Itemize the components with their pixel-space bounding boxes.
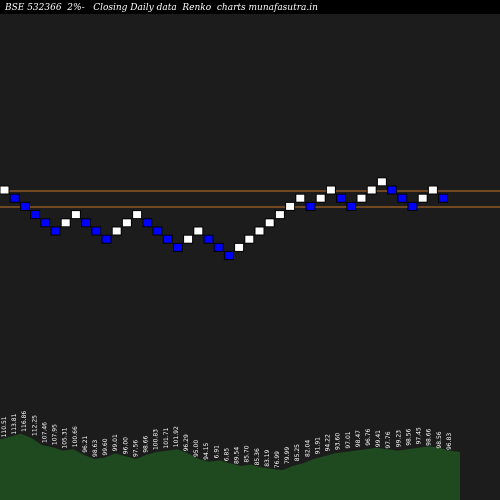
renko-brick-up: [121, 218, 132, 228]
volume-label: 99.01: [112, 434, 119, 451]
renko-brick-down: [50, 226, 61, 236]
volume-label: 98.56: [436, 431, 443, 448]
renko-brick-up: [427, 185, 438, 195]
volume-label: 100.83: [153, 429, 160, 450]
volume-labels: 110.51 113.81 116.86 112.25 107.46 107.95 105.…: [1, 411, 453, 469]
volume-area-fill: [0, 433, 460, 500]
volume-label: 94.15: [203, 442, 210, 459]
volume-label: 101.92: [173, 426, 180, 447]
volume-label: 100.66: [72, 426, 79, 447]
volume-label: 98.47: [355, 430, 362, 447]
plot-background: [0, 14, 500, 500]
volume-label: 85.36: [254, 448, 261, 465]
renko-brick-down: [101, 234, 112, 244]
volume-label: 101.71: [163, 427, 170, 448]
renko-brick-up: [234, 242, 245, 252]
renko-brick-down: [213, 242, 224, 252]
renko-brick-down: [19, 201, 30, 211]
renko-brick-down: [81, 218, 92, 228]
volume-label: 89.54: [234, 447, 241, 464]
volume-label: 99.41: [375, 430, 382, 447]
volume-label: 93.60: [335, 433, 342, 450]
volume-label: 97.76: [385, 431, 392, 448]
renko-brick-down: [407, 201, 418, 211]
renko-brick-up: [315, 193, 326, 203]
renko-brick-down: [172, 242, 183, 252]
renko-brick-down: [336, 193, 347, 203]
volume-label: 82.04: [304, 440, 311, 457]
renko-brick-up: [264, 218, 275, 228]
volume-label: 83.19: [264, 449, 271, 466]
renko-brick-up: [60, 218, 71, 228]
volume-label: 113.81: [11, 413, 18, 434]
renko-brick-up: [325, 185, 336, 195]
volume-label: 96.83: [446, 433, 453, 450]
volume-label: 6.91: [213, 445, 220, 459]
renko-brick-up: [70, 210, 81, 220]
renko-brick-up: [111, 226, 122, 236]
renko-brick-up: [244, 234, 255, 244]
renko-brick-up: [376, 177, 387, 187]
chart-title: BSE 532366 2%- Closing Daily data Renko …: [5, 3, 318, 13]
volume-label: 112.25: [31, 415, 38, 436]
renko-brick-up: [254, 226, 265, 236]
renko-brick-up: [285, 201, 296, 211]
renko-brick-down: [152, 226, 163, 236]
volume-area: [0, 433, 460, 500]
volume-label: 94.22: [325, 434, 332, 451]
volume-label: 98.56: [405, 428, 412, 445]
volume-label: 107.95: [52, 424, 59, 445]
renko-brick-up: [0, 185, 10, 195]
volume-label: 96.21: [82, 435, 89, 452]
renko-brick-down: [305, 201, 316, 211]
renko-brick-down: [142, 218, 153, 228]
volume-label: 97.45: [416, 427, 423, 444]
renko-brick-down: [397, 193, 408, 203]
volume-label: 79.99: [284, 447, 291, 464]
volume-label: 116.86: [21, 411, 28, 432]
volume-label: 96.76: [365, 428, 372, 445]
volume-label: 76.99: [274, 451, 281, 468]
volume-label: 97.56: [132, 440, 139, 457]
renko-brick-up: [356, 193, 367, 203]
renko-brick-down: [162, 234, 173, 244]
volume-label: 97.01: [345, 431, 352, 448]
renko-brick-up: [193, 226, 204, 236]
renko-brick-down: [223, 251, 234, 261]
volume-label: 91.91: [314, 437, 321, 454]
volume-label: 98.66: [426, 428, 433, 445]
volume-label: 85.25: [294, 444, 301, 461]
renko-brick-down: [40, 218, 51, 228]
volume-label: 105.31: [62, 427, 69, 448]
renko-brick-down: [9, 193, 20, 203]
volume-label: 99.60: [102, 438, 109, 455]
renko-brick-up: [295, 193, 306, 203]
renko-bricks: [0, 177, 449, 261]
renko-brick-down: [30, 210, 41, 220]
renko-brick-down: [438, 193, 449, 203]
volume-label: 6.85: [223, 448, 230, 462]
volume-label: 98.66: [143, 435, 150, 452]
renko-brick-down: [387, 185, 398, 195]
renko-brick-up: [274, 210, 285, 220]
volume-label: 96.00: [122, 437, 129, 454]
volume-label: 98.63: [92, 440, 99, 457]
volume-label: 85.70: [244, 445, 251, 462]
renko-brick-down: [203, 234, 214, 244]
volume-label: 110.51: [1, 416, 8, 437]
renko-brick-up: [132, 210, 143, 220]
volume-label: 96.29: [183, 434, 190, 451]
volume-label: 107.46: [41, 422, 48, 443]
renko-brick-up: [417, 193, 428, 203]
renko-brick-up: [366, 185, 377, 195]
renko-brick-down: [91, 226, 102, 236]
renko-brick-up: [183, 234, 194, 244]
volume-label: 99.23: [395, 430, 402, 447]
volume-label: 95.00: [193, 440, 200, 457]
renko-brick-down: [346, 201, 357, 211]
